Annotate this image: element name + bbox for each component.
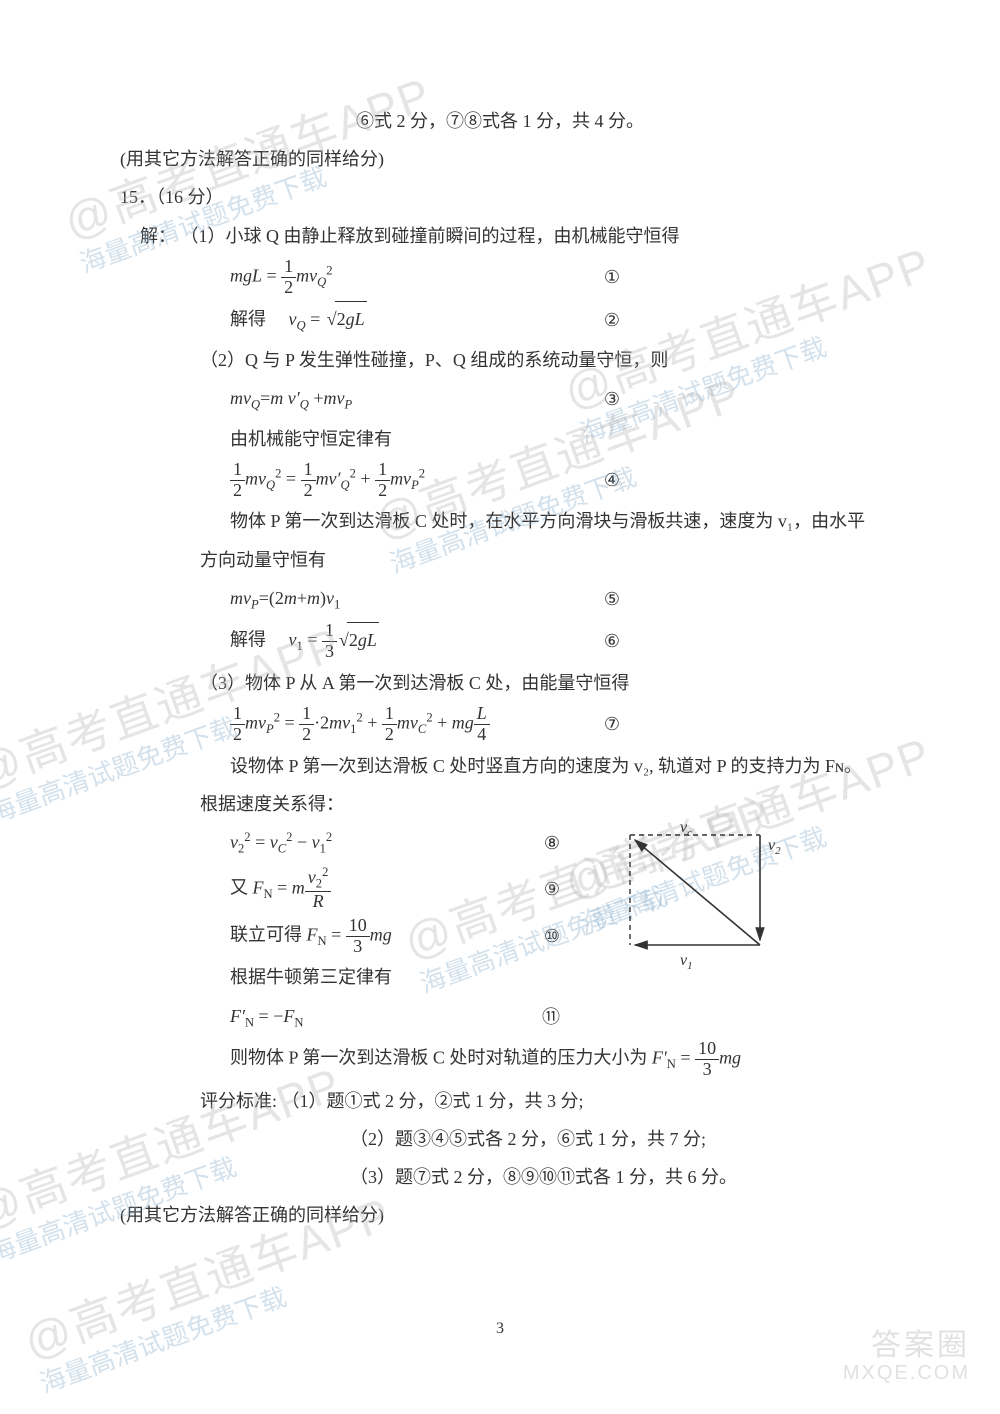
page-number: 3 <box>0 1314 1000 1344</box>
body-text-1: 物体 P 第一次到达滑板 C 处时，在水平方向滑块与滑板共速，速度为 v₁，由水… <box>120 504 880 538</box>
question-15-header: 15．（16 分） <box>120 180 880 214</box>
logo-line2: MXQE.COM <box>843 1362 970 1384</box>
eq1-number: ① <box>604 260 880 294</box>
eq4-expression: 12mvQ2 = 12mv′Q2 + 12mvP2 <box>230 460 425 501</box>
eq11-expression: F′N = −FN <box>230 999 303 1036</box>
equation-6: 解得 v1 = 132gL ⑥ <box>120 621 880 662</box>
equation-3: mvQ=m v′Q +mvP ③ <box>120 381 880 418</box>
body-text-1b: 方向动量守恒有 <box>120 543 880 577</box>
eq2-number: ② <box>604 303 880 337</box>
velocity-diagram: vc v2 v1 <box>580 820 800 980</box>
eq11-number: ⑪ <box>542 1000 880 1034</box>
equation-7: 12mvP2 = 12·2mv12 + 12mvC2 + mgL4 ⑦ <box>120 704 880 745</box>
solution-label: 解： <box>140 226 176 246</box>
eq6-expression: 解得 v1 = 132gL <box>230 621 379 662</box>
diagram-svg: vc v2 v1 <box>580 820 800 980</box>
equation-4: 12mvQ2 = 12mv′Q2 + 12mvP2 ④ <box>120 460 880 501</box>
diagram-label-v1: v1 <box>680 952 693 972</box>
diagram-label-v2: v2 <box>768 837 781 857</box>
eq10-expression: 联立可得 FN = 103mg <box>230 916 392 957</box>
alt-method-note-2: (用其它方法解答正确的同样给分) <box>120 1198 880 1232</box>
grading1: （1）题①式 2 分，②式 1 分，共 3 分; <box>282 1091 584 1111</box>
grading-label: 评分标准: <box>200 1091 277 1111</box>
part2-intro: （2）Q 与 P 发生弹性碰撞，P、Q 组成的系统动量守恒，则 <box>120 343 880 377</box>
eq3-number: ③ <box>604 382 880 416</box>
eq3-expression: mvQ=m v′Q +mvP <box>230 381 352 418</box>
mech-cons-text: 由机械能守恒定律有 <box>120 422 880 456</box>
diagram-label-vc: vc <box>680 820 692 839</box>
grading-line-1: 评分标准: （1）题①式 2 分，②式 1 分，共 3 分; <box>120 1084 880 1118</box>
eq6-prefix: 解得 <box>230 630 284 650</box>
eq1-expression: mgL = 12mvQ2 <box>230 257 333 298</box>
conclusion-line: 则物体 P 第一次到达滑板 C 处时对轨道的压力大小为 F′N = 103mg <box>120 1039 880 1080</box>
top-note: ⑥式 2 分，⑦⑧式各 1 分，共 4 分。 <box>120 104 880 138</box>
eq9-prefix: 又 <box>230 877 253 897</box>
eq2-expression: 解得 vQ = 2gL <box>230 301 367 339</box>
eq10-prefix: 联立可得 <box>230 924 307 944</box>
conclusion-text: 则物体 P 第一次到达滑板 C 处时对轨道的压力大小为 <box>230 1047 647 1067</box>
equation-2: 解得 vQ = 2gL ② <box>120 301 880 339</box>
equation-11: F′N = −FN ⑪ <box>120 999 880 1036</box>
eq5-expression: mvP=(2m+m)v1 <box>230 581 340 618</box>
eq7-expression: 12mvP2 = 12·2mv12 + 12mvC2 + mgL4 <box>230 704 490 745</box>
alt-method-note: (用其它方法解答正确的同样给分) <box>120 142 880 176</box>
equation-1: mgL = 12mvQ2 ① <box>120 257 880 298</box>
eq4-number: ④ <box>604 463 880 497</box>
eq7-number: ⑦ <box>604 707 880 741</box>
equation-5: mvP=(2m+m)v1 ⑤ <box>120 581 880 618</box>
body-text-2b: 根据速度关系得： <box>120 787 880 821</box>
eq2-prefix: 解得 <box>230 309 284 329</box>
grading3: （3）题⑦式 2 分，⑧⑨⑩⑪式各 1 分，共 6 分。 <box>120 1160 880 1194</box>
eq5-number: ⑤ <box>604 582 880 616</box>
body-text-2: 设物体 P 第一次到达滑板 C 处时竖直方向的速度为 v₂, 轨道对 P 的支持… <box>120 749 880 783</box>
part1-intro: （1）小球 Q 由静止释放到碰撞前瞬间的过程，由机械能守恒得 <box>181 226 680 246</box>
grading2: （2）题③④⑤式各 2 分，⑥式 1 分，共 7 分; <box>120 1122 880 1156</box>
eq8-expression: v22 = vC2 − v12 <box>230 825 332 862</box>
eq6-number: ⑥ <box>604 624 880 658</box>
part3-intro: （3）物体 P 从 A 第一次到达滑板 C 处，由能量守恒得 <box>120 666 880 700</box>
eq9-expression: 又 FN = mv22R <box>230 866 331 912</box>
solution-line: 解： （1）小球 Q 由静止释放到碰撞前瞬间的过程，由机械能守恒得 <box>120 219 880 253</box>
